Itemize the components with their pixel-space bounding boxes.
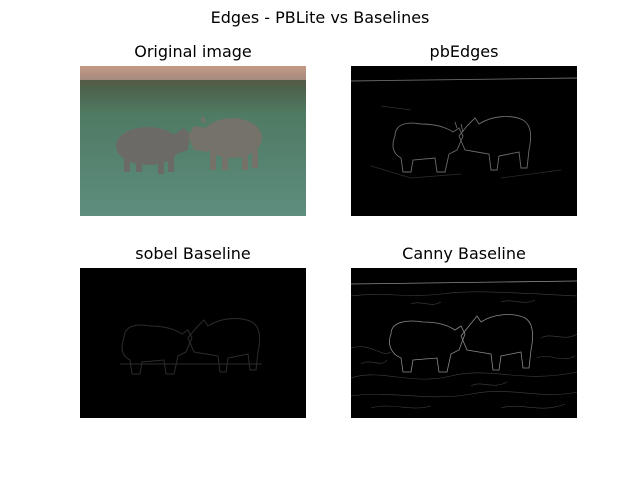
sobel-edges-image <box>80 268 306 418</box>
panel-title: Original image <box>134 42 252 61</box>
panel-title: sobel Baseline <box>135 244 251 263</box>
panel-title: Canny Baseline <box>402 244 526 263</box>
original-photo <box>80 66 306 216</box>
pb-edges-image <box>351 66 577 216</box>
panel-title: pbEdges <box>429 42 499 61</box>
figure-title: Edges - PBLite vs Baselines <box>210 8 430 27</box>
canny-edges-image <box>351 268 577 418</box>
